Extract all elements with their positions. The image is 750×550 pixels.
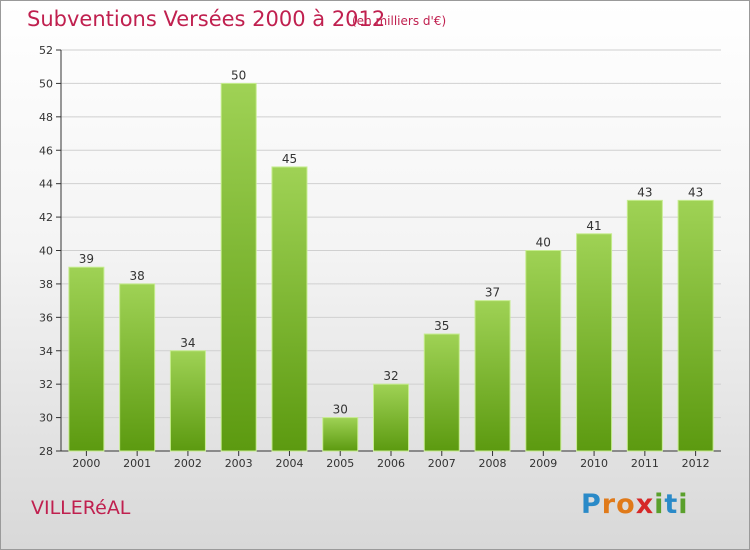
y-tick-label: 48 — [39, 111, 53, 124]
data-label: 50 — [231, 68, 246, 82]
y-tick-label: 46 — [39, 144, 53, 157]
x-tick-label: 2001 — [123, 457, 151, 470]
proxiti-logo[interactable]: Proxiti — [581, 489, 689, 520]
data-label: 40 — [536, 236, 551, 250]
x-tick-label: 2007 — [428, 457, 456, 470]
x-tick-label: 2010 — [580, 457, 608, 470]
bar-group: 37 2008 — [474, 286, 511, 470]
y-tick-label: 38 — [39, 278, 53, 291]
data-label: 32 — [383, 369, 398, 383]
data-label: 35 — [434, 319, 449, 333]
data-label: 37 — [485, 286, 500, 300]
y-tick-label: 34 — [39, 345, 53, 358]
y-tick-label: 50 — [39, 77, 53, 90]
bar — [68, 266, 105, 452]
x-tick-label: 2009 — [529, 457, 557, 470]
bar-group: 30 2005 — [322, 403, 359, 470]
chart-title: Subventions Versées 2000 à 2012 — [27, 7, 386, 31]
bar — [169, 350, 206, 452]
bar-group: 32 2006 — [373, 369, 409, 470]
bar — [119, 283, 156, 452]
bar-group: 39 2000 — [68, 252, 105, 470]
data-label: 41 — [586, 219, 601, 233]
chart-unit-note: (en milliers d'€) — [352, 14, 447, 28]
logo-letter: t — [664, 489, 679, 520]
bar-group: 50 2003 — [220, 68, 257, 470]
bar — [474, 300, 511, 452]
bar-group: 41 2010 — [576, 219, 613, 470]
data-label: 43 — [688, 185, 703, 199]
bar — [626, 199, 663, 452]
bar — [322, 417, 359, 452]
y-tick-label: 36 — [39, 311, 53, 324]
logo-letter: P — [581, 489, 602, 520]
bar — [576, 233, 613, 452]
x-tick-label: 2002 — [174, 457, 202, 470]
x-tick-label: 2011 — [631, 457, 659, 470]
y-tick-label: 40 — [39, 245, 53, 258]
place-name: VILLERéAL — [31, 497, 131, 519]
x-tick-label: 2004 — [275, 457, 303, 470]
bar-group: 34 2002 — [169, 336, 206, 470]
bar-group: 38 2001 — [119, 269, 156, 470]
bar-group: 45 2004 — [271, 152, 308, 470]
data-label: 30 — [333, 403, 348, 417]
logo-letter: i — [678, 489, 689, 520]
x-tick-label: 2003 — [225, 457, 253, 470]
bar — [271, 166, 308, 452]
bar-group: 43 2012 — [677, 185, 714, 470]
bar — [373, 383, 409, 452]
bar — [220, 82, 257, 452]
x-tick-label: 2006 — [377, 457, 405, 470]
logo-letter: x — [635, 489, 655, 520]
data-label: 38 — [130, 269, 145, 283]
data-label: 45 — [282, 152, 297, 166]
bar — [677, 199, 714, 452]
bar-group: 35 2007 — [423, 319, 460, 470]
y-tick-label: 42 — [39, 211, 53, 224]
bar — [423, 333, 460, 452]
y-tick-label: 32 — [39, 378, 53, 391]
bar-group: 40 2009 — [525, 236, 562, 470]
y-tick-label: 28 — [39, 445, 53, 458]
data-label: 34 — [180, 336, 195, 350]
x-tick-label: 2000 — [72, 457, 100, 470]
logo-letter: i — [654, 489, 665, 520]
logo-letter: r — [601, 489, 617, 520]
bar — [525, 250, 562, 452]
x-tick-label: 2005 — [326, 457, 354, 470]
y-tick-label: 30 — [39, 412, 53, 425]
data-label: 43 — [637, 185, 652, 199]
data-label: 39 — [79, 252, 94, 266]
y-tick-label: 44 — [39, 178, 53, 191]
x-tick-label: 2012 — [682, 457, 710, 470]
y-tick-label: 52 — [39, 44, 53, 57]
bar-group: 43 2011 — [626, 185, 663, 470]
x-tick-label: 2008 — [479, 457, 507, 470]
logo-letter: o — [616, 489, 636, 520]
